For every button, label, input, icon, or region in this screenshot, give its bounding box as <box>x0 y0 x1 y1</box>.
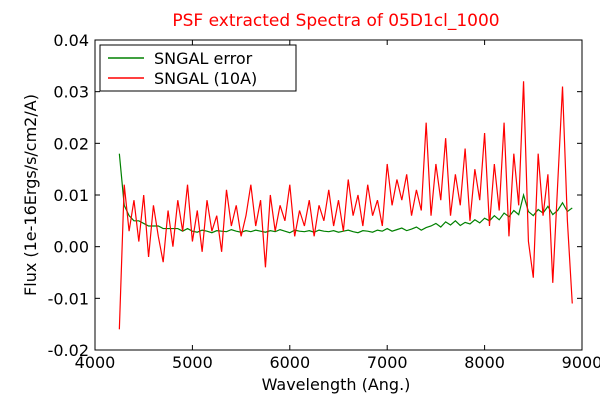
y-tick-label: 0.01 <box>53 186 89 205</box>
legend-label: SNGAL error <box>154 49 253 68</box>
legend-label: SNGAL (10A) <box>154 69 257 88</box>
legend-box <box>99 44 297 92</box>
y-tick-label: 0.03 <box>53 83 89 102</box>
y-tick-label: -0.02 <box>48 341 89 360</box>
y-tick-label: 0.00 <box>53 238 89 257</box>
x-tick-label: 8000 <box>464 353 505 372</box>
x-axis-label: Wavelength (Ang.) <box>262 375 411 394</box>
series-line <box>118 153 573 234</box>
x-tick-label: 7000 <box>367 353 408 372</box>
x-tick-label: 6000 <box>269 353 310 372</box>
chart-title: PSF extracted Spectra of 05D1cl_1000 <box>172 11 499 31</box>
y-tick-label: 0.02 <box>53 134 89 153</box>
x-tick-label: 9000 <box>562 353 600 372</box>
series-line <box>118 81 573 330</box>
x-tick-label: 4000 <box>75 353 116 372</box>
y-axis-label: Flux (1e-16Ergs/s/cm2/A) <box>21 94 40 296</box>
x-tick-label: 5000 <box>172 353 213 372</box>
y-tick-label: -0.01 <box>48 289 89 308</box>
y-tick-label: 0.04 <box>53 31 89 50</box>
